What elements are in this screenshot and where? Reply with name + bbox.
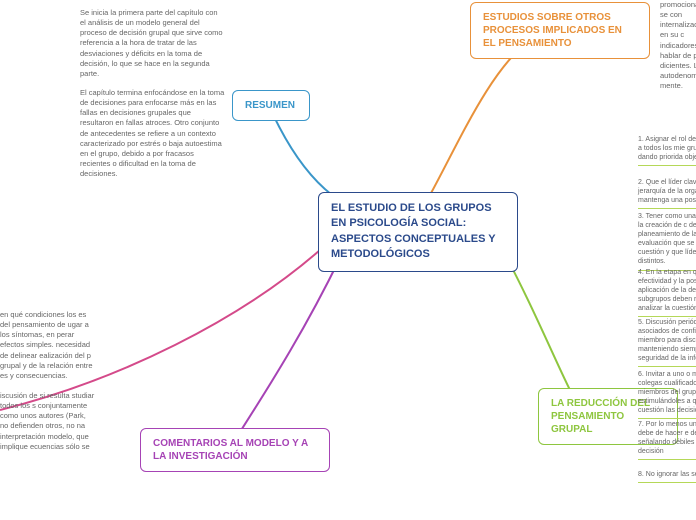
listitem-reduccion-3: 4. En la etapa en que la efectividad y l… bbox=[638, 268, 696, 317]
listitem-reduccion-2: 3. Tener como una pro rutina la creación… bbox=[638, 212, 696, 271]
sidetext-comentarios: en qué condiciones los es del pensamient… bbox=[0, 310, 95, 452]
listitem-reduccion-6: 7. Por lo menos un mi grupo debe de hace… bbox=[638, 420, 696, 460]
center-node[interactable]: EL ESTUDIO DE LOS GRUPOS EN PSICOLOGÍA S… bbox=[318, 192, 518, 272]
note-resumen-0: Se inicia la primera parte del capítulo … bbox=[80, 8, 225, 79]
branch-comentarios[interactable]: COMENTARIOS AL MODELO Y A LA INVESTIGACI… bbox=[140, 428, 330, 472]
listitem-reduccion-7: 8. No ignorar las seña bbox=[638, 470, 696, 483]
listitem-reduccion-5: 6. Invitar a uno o más colegas cualifica… bbox=[638, 370, 696, 419]
listitem-reduccion-1: 2. Que el líder clave e jerarquía de la … bbox=[638, 178, 696, 209]
listitem-reduccion-0: 1. Asignar el rol de ev crítico a todos … bbox=[638, 135, 696, 166]
sidetext-estudios: promocional 1982 se con internalizaci pa… bbox=[660, 0, 696, 91]
branch-estudios[interactable]: ESTUDIOS SOBRE OTROS PROCESOS IMPLICADOS… bbox=[470, 2, 650, 59]
listitem-reduccion-4: 5. Discusión periódica asociados de conf… bbox=[638, 318, 696, 367]
note-resumen-1: El capítulo termina enfocándose en la to… bbox=[80, 88, 225, 179]
center-title: EL ESTUDIO DE LOS GRUPOS EN PSICOLOGÍA S… bbox=[331, 202, 495, 260]
branch-resumen[interactable]: RESUMEN bbox=[232, 90, 310, 121]
